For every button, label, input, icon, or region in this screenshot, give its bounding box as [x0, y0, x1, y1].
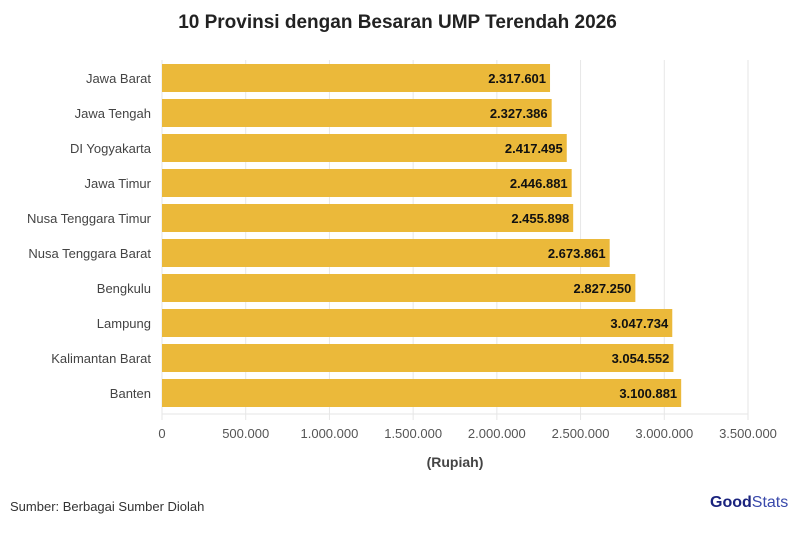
- category-label: Jawa Timur: [85, 176, 152, 191]
- bar: [162, 204, 574, 232]
- value-label: 2.417.495: [505, 141, 563, 156]
- x-tick-label: 500.000: [222, 426, 269, 441]
- value-label: 2.327.386: [490, 106, 548, 121]
- bar-chart: 0 500.000 1.000.000 1.500.000 2.000.000 2.500…: [27, 60, 777, 470]
- x-tick-label: 2.000.000: [468, 426, 526, 441]
- value-label: 2.455.898: [511, 211, 569, 226]
- bar: [162, 239, 610, 267]
- category-label: Lampung: [97, 316, 151, 331]
- category-label: Bengkulu: [97, 281, 151, 296]
- bar: [162, 134, 567, 162]
- category-label: Jawa Tengah: [75, 106, 151, 121]
- bar: [162, 309, 673, 337]
- x-tick-label: 3.500.000: [719, 426, 777, 441]
- x-tick-label: 1.000.000: [301, 426, 359, 441]
- source-note: Sumber: Berbagai Sumber Diolah: [10, 499, 205, 514]
- value-label: 2.827.250: [574, 281, 632, 296]
- value-label: 2.446.881: [510, 176, 568, 191]
- chart-title: 10 Provinsi dengan Besaran UMP Terendah …: [178, 12, 617, 33]
- value-label: 2.673.861: [548, 246, 606, 261]
- bar: [162, 379, 682, 407]
- value-label: 3.047.734: [610, 316, 669, 331]
- bar: [162, 274, 636, 302]
- x-tick-label: 0: [158, 426, 165, 441]
- value-label: 2.317.601: [488, 71, 546, 86]
- value-label: 3.054.552: [612, 351, 670, 366]
- bar: [162, 64, 551, 92]
- goodstats-logo: GoodStats: [710, 494, 788, 512]
- x-tick-label: 3.000.000: [635, 426, 693, 441]
- bar: [162, 99, 552, 127]
- category-label: Kalimantan Barat: [51, 351, 151, 366]
- bar: [162, 344, 674, 372]
- logo-light: Stats: [751, 494, 789, 511]
- logo-bold: Good: [710, 494, 752, 511]
- x-tick-label: 1.500.000: [384, 426, 442, 441]
- category-label: Nusa Tenggara Barat: [28, 246, 151, 261]
- category-label: Nusa Tenggara Timur: [27, 211, 152, 226]
- category-label: Jawa Barat: [86, 71, 151, 86]
- category-label: DI Yogyakarta: [70, 141, 152, 156]
- bar: [162, 169, 572, 197]
- value-label: 3.100.881: [619, 386, 677, 401]
- x-tick-label: 2.500.000: [552, 426, 610, 441]
- x-axis-title: (Rupiah): [427, 454, 484, 470]
- category-label: Banten: [110, 386, 151, 401]
